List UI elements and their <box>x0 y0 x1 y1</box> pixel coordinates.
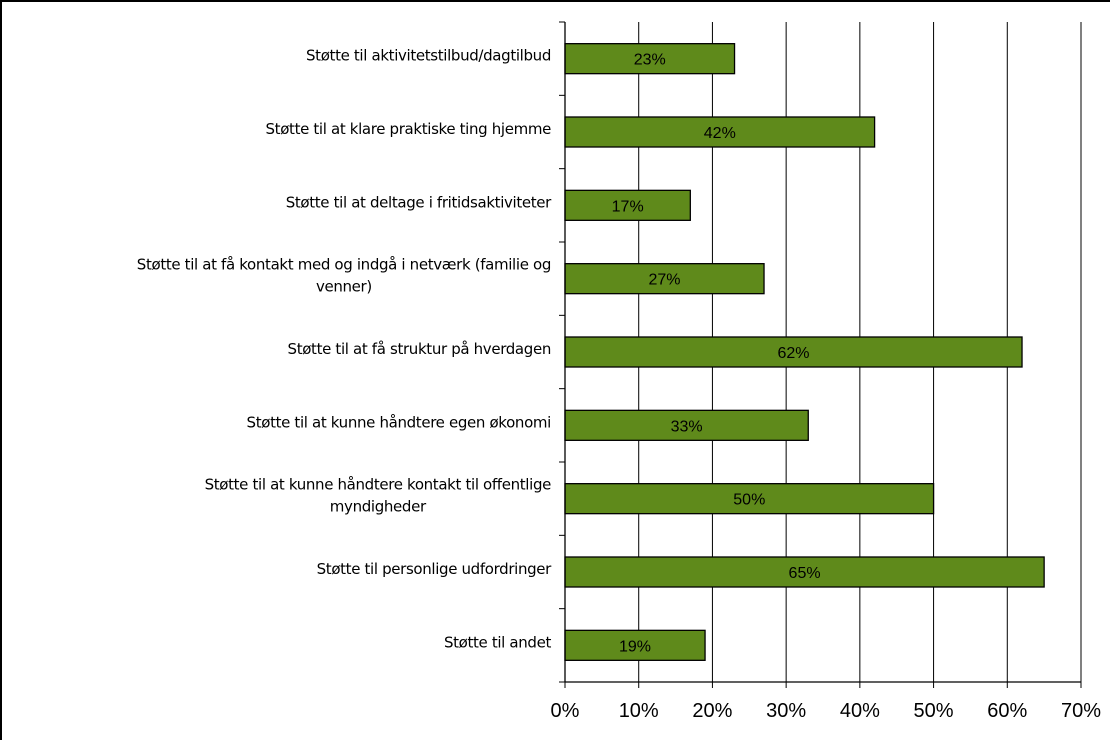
bar-value-label: 23% <box>634 52 666 69</box>
bar <box>564 409 809 441</box>
bar-value-label: 42% <box>704 125 736 142</box>
bar-value-label: 62% <box>777 345 809 362</box>
category-label: Støtte til aktivitetstilbud/dagtilbud <box>306 47 551 65</box>
category-label: Støtte til at få struktur på hverdagen <box>288 340 551 358</box>
x-tick-label: 60% <box>987 700 1027 722</box>
axes <box>559 21 1082 688</box>
bar <box>564 116 876 148</box>
x-tick-label: 10% <box>619 700 659 722</box>
category-label: Støtte til at klare praktiske ting hjemm… <box>266 120 552 138</box>
bar <box>564 336 1023 368</box>
bars <box>564 43 1045 661</box>
bar <box>564 556 1045 588</box>
bar-value-label: 27% <box>648 272 680 289</box>
labels: 0% 10% 20% 30% 40% 50% 60% 70% 23% Støtte til akt… <box>137 47 1101 722</box>
bar-value-label: 65% <box>789 565 821 582</box>
x-tick-label: 50% <box>914 700 954 722</box>
x-tick-label: 30% <box>766 700 806 722</box>
category-label: venner) <box>316 278 372 296</box>
x-tick-label: 40% <box>840 700 880 722</box>
category-label: Støtte til at kunne håndtere egen økonom… <box>247 413 551 431</box>
bar <box>564 483 935 515</box>
x-tick-label: 70% <box>1061 700 1101 722</box>
category-label: Støtte til at deltage i fritidsaktivitet… <box>286 193 552 211</box>
bar-value-label: 33% <box>671 418 703 435</box>
category-label: Støtte til personlige udfordringer <box>317 560 553 578</box>
x-tick-label: 20% <box>692 700 732 722</box>
category-label: Støtte til at få kontakt med og indgå i … <box>137 256 551 274</box>
bar <box>564 189 691 221</box>
category-label: myndigheder <box>330 498 427 516</box>
category-label: Støtte til andet <box>444 633 552 651</box>
bar-value-label: 19% <box>619 638 651 655</box>
bar-value-label: 17% <box>612 198 644 215</box>
bar-value-label: 50% <box>733 492 765 509</box>
x-tick-label: 0% <box>551 700 580 722</box>
category-label: Støtte til at kunne håndtere kontakt til… <box>205 476 552 494</box>
